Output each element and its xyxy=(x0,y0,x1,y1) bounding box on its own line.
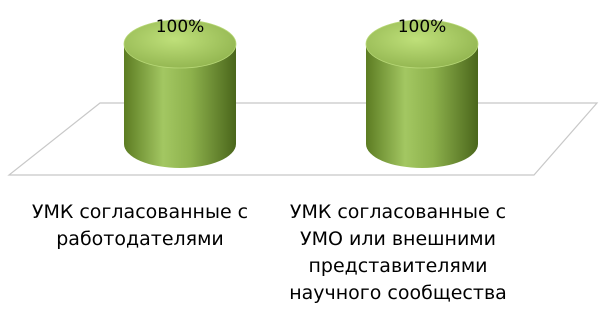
bar-body-1 xyxy=(366,44,478,168)
bar-cylinder-1 xyxy=(365,19,479,168)
bar-top-0 xyxy=(123,19,237,69)
data-label-0: 100% xyxy=(156,17,205,37)
x-tick-label-1: УМК согласованные с УМО или внешними пре… xyxy=(289,201,507,304)
chart-plot-area: 100% 100% xyxy=(7,17,599,176)
bar-cylinder-0 xyxy=(123,19,237,168)
bar-top-1 xyxy=(365,19,479,69)
x-tick-label-0: УМК согласованные с работодателями xyxy=(31,201,249,250)
data-label-1: 100% xyxy=(398,17,447,37)
chart-floor xyxy=(7,102,599,176)
bar-body-0 xyxy=(124,44,236,168)
